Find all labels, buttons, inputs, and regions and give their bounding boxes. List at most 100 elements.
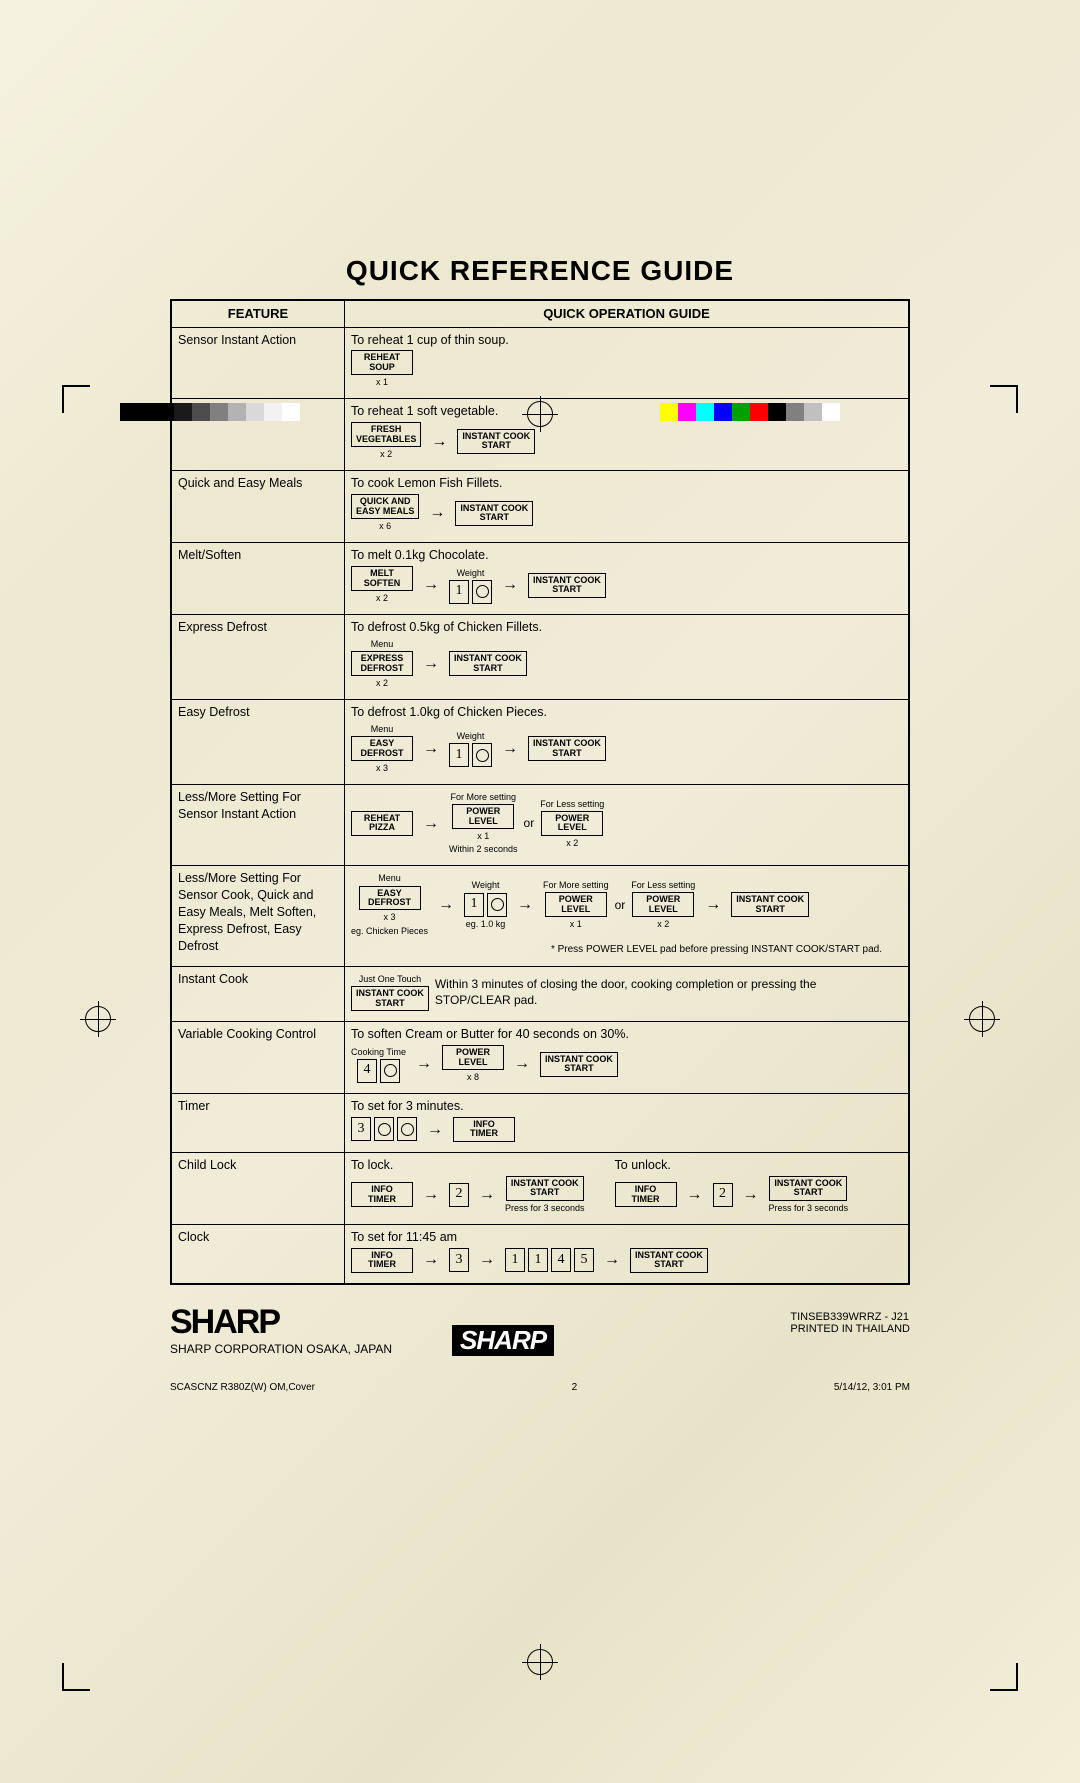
row-desc: To defrost 0.5kg of Chicken Fillets. xyxy=(351,619,902,636)
express-defrost-button: EXPRESS DEFROST xyxy=(351,651,413,676)
part-number: TINSEB339WRRZ - J21 xyxy=(790,1311,910,1323)
row-desc: Within 3 minutes of closing the door, co… xyxy=(435,976,855,1008)
printed-in: PRINTED IN THAILAND xyxy=(790,1323,910,1335)
instant-cook-button: INSTANT COOK START xyxy=(351,986,429,1011)
arrow-icon: → xyxy=(479,1249,495,1271)
arrow-icon: → xyxy=(705,894,721,916)
instant-cook-button: INSTANT COOK START xyxy=(455,501,533,526)
fresh-vegetables-button: FRESH VEGETABLES xyxy=(351,422,421,447)
info-timer-button: INFO TIMER xyxy=(453,1117,515,1142)
color-bar-right xyxy=(660,403,840,421)
feature-cell: Melt/Soften xyxy=(171,543,345,615)
arrow-icon: → xyxy=(416,1053,432,1075)
doc-id: SCASCNZ R380Z(W) OM,Cover xyxy=(170,1382,315,1393)
guide-cell: To set for 3 minutes. 3 → INFO TIMER xyxy=(345,1094,910,1153)
guide-cell: To reheat 1 cup of thin soup. REHEAT SOU… xyxy=(345,327,910,399)
power-level-button: POWER LEVEL xyxy=(541,811,603,836)
digit-key: 3 xyxy=(449,1248,469,1272)
table-row: Clock To set for 11:45 am INFO TIMER → 3… xyxy=(171,1224,909,1283)
table-row: Melt/Soften To melt 0.1kg Chocolate. MEL… xyxy=(171,543,909,615)
guide-cell: To lock. INFO TIMER → 2 → INSTANT COOK S… xyxy=(345,1152,910,1224)
arrow-icon: → xyxy=(431,431,447,453)
digit-key: 2 xyxy=(449,1183,469,1207)
table-row: Less/More Setting For Sensor Instant Act… xyxy=(171,785,909,866)
arrow-icon: → xyxy=(502,574,518,596)
feature-cell: Variable Cooking Control xyxy=(171,1022,345,1094)
arrow-icon: → xyxy=(423,1249,439,1271)
zero-key xyxy=(374,1117,394,1141)
table-row: Less/More Setting For Sensor Cook, Quick… xyxy=(171,866,909,967)
color-bar-left xyxy=(120,403,300,421)
corporation-text: SHARP CORPORATION OSAKA, JAPAN xyxy=(170,1342,392,1356)
footer: SHARP SHARP CORPORATION OSAKA, JAPAN SHA… xyxy=(170,1303,910,1356)
arrow-icon: → xyxy=(517,894,533,916)
sharp-logo: SHARP xyxy=(170,1303,279,1342)
arrow-icon: → xyxy=(423,738,439,760)
arrow-icon: → xyxy=(604,1249,620,1271)
zero-key xyxy=(397,1117,417,1141)
digit-key: 3 xyxy=(351,1117,371,1141)
reheat-pizza-button: REHEAT PIZZA xyxy=(351,811,413,836)
digit-key: 1 xyxy=(449,743,469,767)
arrow-icon: → xyxy=(438,894,454,916)
guide-cell: To soften Cream or Butter for 40 seconds… xyxy=(345,1022,910,1094)
instant-cook-button: INSTANT COOK START xyxy=(769,1176,847,1201)
arrow-icon: → xyxy=(514,1053,530,1075)
feature-cell: Less/More Setting For Sensor Instant Act… xyxy=(171,785,345,866)
digit-key: 1 xyxy=(464,893,484,917)
guide-cell: REHEAT PIZZA → For More setting POWER LE… xyxy=(345,785,910,866)
power-level-button: POWER LEVEL xyxy=(545,892,607,917)
header-feature: FEATURE xyxy=(171,300,345,327)
instant-cook-button: INSTANT COOK START xyxy=(528,736,606,761)
zero-key xyxy=(380,1059,400,1083)
easy-defrost-button: EASY DEFROST xyxy=(359,886,421,911)
row-desc: To melt 0.1kg Chocolate. xyxy=(351,547,902,564)
page-title: QUICK REFERENCE GUIDE xyxy=(0,255,1080,287)
digit-key: 5 xyxy=(574,1248,594,1272)
quick-easy-button: QUICK AND EASY MEALS xyxy=(351,494,419,519)
arrow-icon: → xyxy=(427,1119,443,1141)
registration-icon xyxy=(969,1006,995,1032)
digit-key: 4 xyxy=(357,1059,377,1083)
table-row: Express Defrost To defrost 0.5kg of Chic… xyxy=(171,615,909,700)
digit-key: 1 xyxy=(505,1248,525,1272)
feature-cell: Easy Defrost xyxy=(171,700,345,785)
header-guide: QUICK OPERATION GUIDE xyxy=(345,300,910,327)
table-row: Variable Cooking Control To soften Cream… xyxy=(171,1022,909,1094)
guide-cell: To defrost 1.0kg of Chicken Pieces. Menu… xyxy=(345,700,910,785)
row-desc: To defrost 1.0kg of Chicken Pieces. xyxy=(351,704,902,721)
micro-footer: SCASCNZ R380Z(W) OM,Cover 2 5/14/12, 3:0… xyxy=(170,1382,910,1393)
arrow-icon: → xyxy=(423,813,439,835)
info-timer-button: INFO TIMER xyxy=(351,1248,413,1273)
zero-key xyxy=(487,893,507,917)
digit-key: 1 xyxy=(528,1248,548,1272)
guide-cell: Menu EASY DEFROST x 3 eg. Chicken Pieces… xyxy=(345,866,910,967)
zero-key xyxy=(472,580,492,604)
sharp-logo-boxed: SHARP xyxy=(452,1325,554,1356)
power-level-button: POWER LEVEL xyxy=(442,1045,504,1070)
power-level-button: POWER LEVEL xyxy=(632,892,694,917)
row-desc: To set for 3 minutes. xyxy=(351,1098,902,1115)
or-label: or xyxy=(524,815,535,831)
feature-cell: Quick and Easy Meals xyxy=(171,471,345,543)
info-timer-button: INFO TIMER xyxy=(351,1182,413,1207)
guide-cell: To melt 0.1kg Chocolate. MELT SOFTEN x 2… xyxy=(345,543,910,615)
arrow-icon: → xyxy=(502,738,518,760)
power-level-button: POWER LEVEL xyxy=(452,804,514,829)
melt-soften-button: MELT SOFTEN xyxy=(351,566,413,591)
feature-cell: Express Defrost xyxy=(171,615,345,700)
feature-cell: Less/More Setting For Sensor Cook, Quick… xyxy=(171,866,345,967)
feature-cell: Timer xyxy=(171,1094,345,1153)
feature-cell: Sensor Instant Action xyxy=(171,327,345,399)
arrow-icon: → xyxy=(687,1184,703,1206)
row-desc: To set for 11:45 am xyxy=(351,1229,902,1246)
registration-icon xyxy=(85,1006,111,1032)
crop-mark xyxy=(62,1663,90,1691)
table-row: Timer To set for 3 minutes. 3 → INFO TIM… xyxy=(171,1094,909,1153)
digit-key: 1 xyxy=(449,580,469,604)
table-row: Child Lock To lock. INFO TIMER → 2 → INS… xyxy=(171,1152,909,1224)
instant-cook-button: INSTANT COOK START xyxy=(630,1248,708,1273)
zero-key xyxy=(472,743,492,767)
digit-key: 2 xyxy=(713,1183,733,1207)
guide-cell: To cook Lemon Fish Fillets. QUICK AND EA… xyxy=(345,471,910,543)
